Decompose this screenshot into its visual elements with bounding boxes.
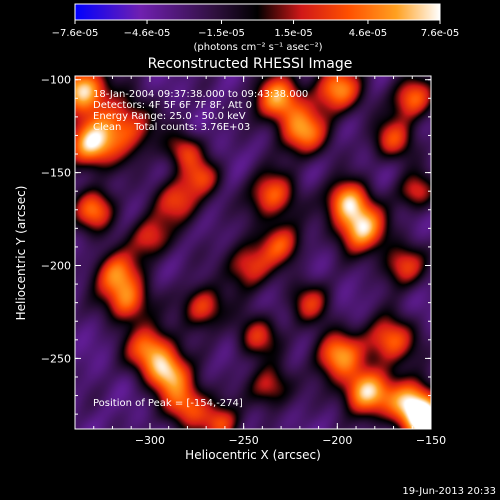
colorbar-unit-label: (photons cm⁻² s⁻¹ asec⁻²)	[193, 42, 322, 53]
colorbar-tick-label: −7.6e-05	[52, 28, 99, 39]
annotation-detectors: Detectors: 4F 5F 6F 7F 8F, Att 0	[93, 100, 252, 111]
y-tick-label: −250	[41, 352, 71, 365]
heatmap-image	[75, 76, 431, 429]
y-tick-label: −200	[41, 260, 71, 273]
annotation-peak-position: Position of Peak = [-154,-274]	[93, 398, 243, 409]
x-axis-label: Heliocentric X (arcsec)	[185, 448, 321, 462]
y-tick-label: −150	[41, 167, 71, 180]
colorbar-tick-label: −1.5e-05	[198, 28, 245, 39]
x-tick-label: −200	[322, 434, 352, 447]
colorbar-tick-label: 1.5e-05	[274, 28, 312, 39]
x-tick-label: −150	[416, 434, 446, 447]
y-tick-label: −100	[41, 74, 71, 87]
y-axis-label: Heliocentric Y (arcsec)	[14, 186, 28, 321]
x-tick-label: −250	[229, 434, 259, 447]
annotation-total-counts: Clean Total counts: 3.76E+03	[93, 122, 250, 133]
annotation-energy-range: Energy Range: 25.0 - 50.0 keV	[93, 111, 246, 122]
colorbar-tick-label: −4.6e-05	[124, 28, 171, 39]
heatmap-image-frame	[75, 76, 431, 429]
colorbar-ticks: −7.6e-05 −4.6e-05 −1.5e-05 1.5e-05 4.6e-05 7.…	[52, 20, 459, 39]
x-axis-ticks: −300 −250 −200 −150	[74, 76, 446, 447]
colorbar-tick-label: 4.6e-05	[349, 28, 387, 39]
chart-title: Reconstructed RHESSI Image	[148, 56, 353, 72]
annotation-time-range: 18-Jan-2004 09:37:38.000 to 09:43:38.000	[93, 89, 308, 100]
y-axis-ticks: −100 −150 −200 −250	[41, 74, 431, 415]
colorbar-tick-label: 7.6e-05	[421, 28, 459, 39]
generation-timestamp: 19-Jun-2013 20:33	[402, 486, 496, 497]
plot-frame	[74, 75, 432, 430]
colorbar	[74, 3, 441, 21]
x-tick-label: −300	[135, 434, 165, 447]
